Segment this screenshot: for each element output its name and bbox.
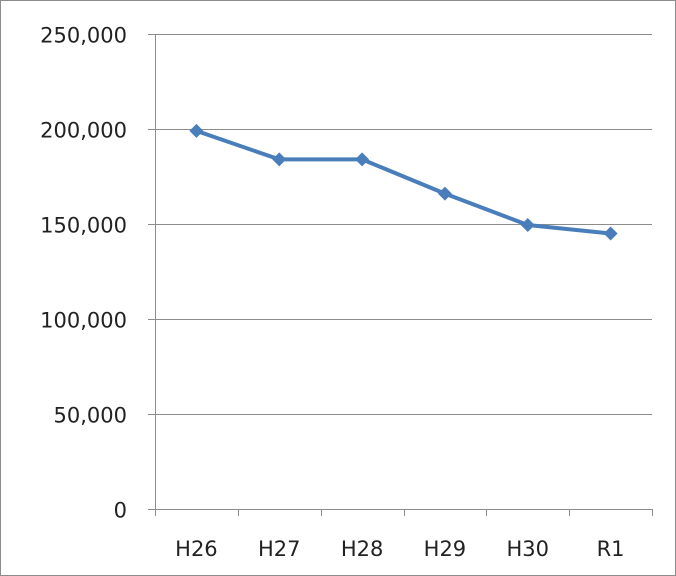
data-point-marker xyxy=(189,123,204,138)
data-point-marker xyxy=(355,152,370,167)
y-tick-label: 100,000 xyxy=(40,309,127,333)
y-tick-label: 200,000 xyxy=(40,119,127,143)
data-point-marker xyxy=(603,226,618,241)
x-tick-label: H30 xyxy=(506,537,549,561)
x-tick-label: H28 xyxy=(341,537,384,561)
x-tick-label: R1 xyxy=(597,537,625,561)
data-point-marker xyxy=(520,217,535,232)
gridlines xyxy=(155,34,652,415)
x-tick-labels: H26 H27 H28 H29 H30 R1 xyxy=(175,537,624,561)
x-tick-label: H26 xyxy=(175,537,218,561)
data-point-marker xyxy=(272,152,287,167)
y-tick-label: 250,000 xyxy=(40,24,127,48)
y-tick-label: 150,000 xyxy=(40,214,127,238)
x-tick-label: H27 xyxy=(258,537,301,561)
data-point-marker xyxy=(437,186,452,201)
axes xyxy=(148,34,653,516)
y-tick-label: 0 xyxy=(114,499,127,523)
y-tick-label: 50,000 xyxy=(54,404,127,428)
y-tick-labels: 0 50,000 100,000 150,000 200,000 250,000 xyxy=(40,24,127,523)
series xyxy=(189,123,618,241)
series-line xyxy=(195,129,611,236)
x-tick-label: H29 xyxy=(424,537,467,561)
